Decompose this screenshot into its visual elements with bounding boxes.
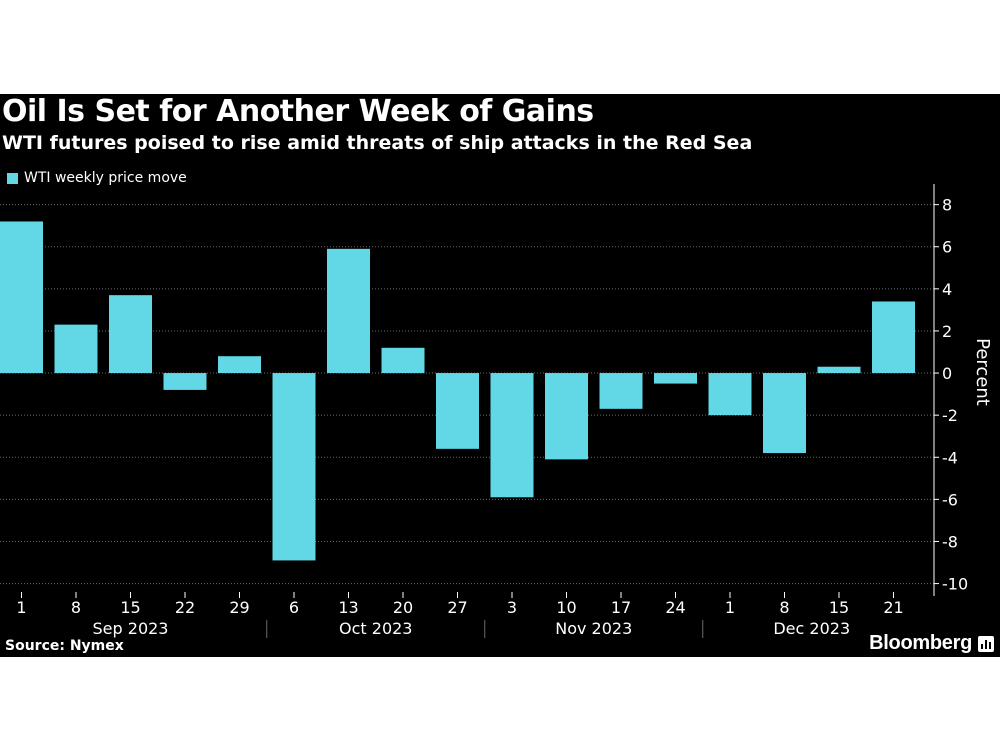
x-tick-label: 27 <box>447 598 467 617</box>
y-tick-label: 4 <box>942 280 952 299</box>
month-label: Oct 2023 <box>339 619 412 638</box>
bar <box>163 373 207 390</box>
x-tick-label: 1 <box>725 598 735 617</box>
bar <box>654 373 697 384</box>
bar <box>272 373 316 561</box>
chart-subtitle: WTI futures poised to rise amid threats … <box>2 132 753 154</box>
bar <box>872 301 915 374</box>
legend: WTI weekly price move <box>7 170 187 186</box>
y-axis-label: Percent <box>972 338 993 406</box>
bar <box>708 373 752 416</box>
x-tick-label: 13 <box>338 598 358 617</box>
bar-chart-icon <box>978 635 994 652</box>
x-tick-label: 24 <box>665 598 685 617</box>
x-tick-label: 10 <box>556 598 576 617</box>
x-tick-label: 8 <box>71 598 81 617</box>
x-tick-label: 21 <box>883 598 903 617</box>
bar <box>490 373 534 498</box>
y-tick-label: -6 <box>942 490 958 509</box>
y-tick-label: -2 <box>942 406 958 425</box>
month-label: Dec 2023 <box>773 619 850 638</box>
x-tick-label: 20 <box>393 598 413 617</box>
x-tick-label: 17 <box>611 598 631 617</box>
y-tick-label: 2 <box>942 322 952 341</box>
x-tick-label: 3 <box>507 598 517 617</box>
month-label: Nov 2023 <box>555 619 632 638</box>
x-tick-label: 22 <box>175 598 195 617</box>
bar <box>109 295 152 374</box>
source-note: Source: Nymex <box>5 638 124 654</box>
y-tick-label: -10 <box>942 575 968 594</box>
x-tick-label: 15 <box>829 598 849 617</box>
x-tick-label: 15 <box>120 598 140 617</box>
bar <box>817 366 861 374</box>
y-tick-label: 8 <box>942 196 952 215</box>
brand-name: Bloomberg <box>869 632 972 654</box>
chart-title: Oil Is Set for Another Week of Gains <box>2 94 594 129</box>
month-label: Sep 2023 <box>93 619 169 638</box>
x-tick-label: 1 <box>16 598 26 617</box>
y-tick-label: 0 <box>942 364 952 383</box>
bar <box>436 373 479 449</box>
y-tick-label: -8 <box>942 532 958 551</box>
legend-swatch <box>7 172 18 184</box>
bar <box>218 356 261 374</box>
x-tick-label: 29 <box>229 598 249 617</box>
bar <box>0 221 43 374</box>
y-tick-label: -4 <box>942 448 958 467</box>
bar <box>381 347 425 374</box>
brand-logo: Bloomberg <box>869 632 994 655</box>
bar <box>763 373 806 454</box>
bar <box>327 248 370 374</box>
bar <box>599 373 643 409</box>
x-tick-label: 6 <box>289 598 299 617</box>
y-tick-label: 6 <box>942 238 952 257</box>
bar <box>545 373 588 460</box>
bar <box>54 324 98 374</box>
x-tick-label: 8 <box>779 598 789 617</box>
legend-label: WTI weekly price move <box>24 170 187 186</box>
